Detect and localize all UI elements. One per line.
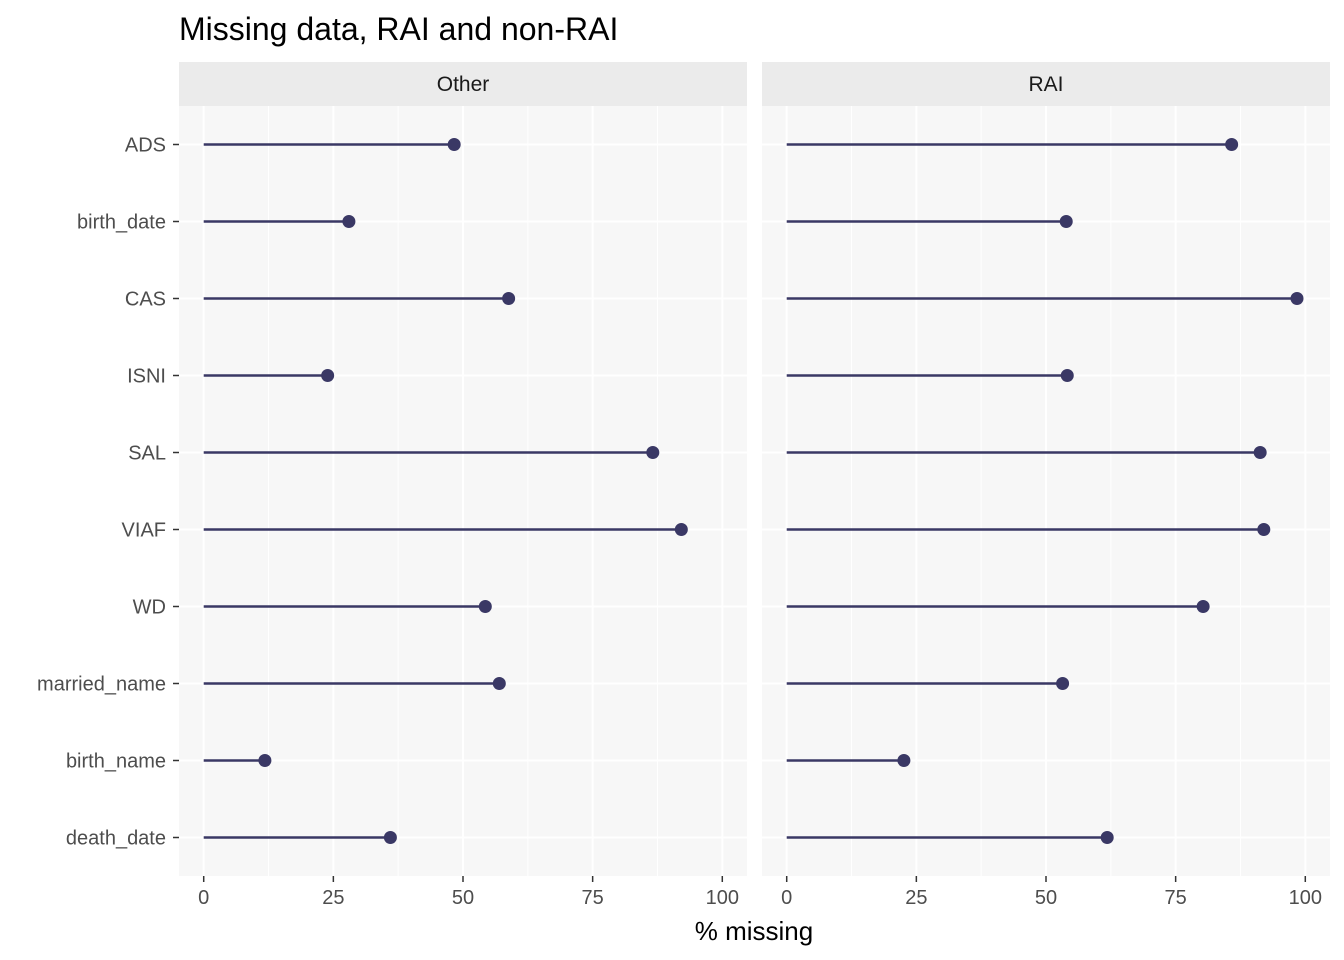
strip-label-rai: RAI: [1028, 73, 1063, 96]
point-rai-viaf: [1257, 523, 1271, 536]
facet-panels: Other 0 25 50 75 100 RAI 0 25 50 75 100: [179, 62, 1330, 909]
point-other-married-name: [492, 677, 506, 690]
point-rai-death-date: [1100, 831, 1114, 844]
y-tick-label-ads: ADS: [125, 135, 166, 157]
x-tick-label: 0: [198, 887, 209, 909]
point-rai-birth-name: [897, 754, 911, 767]
x-tick-label: 25: [905, 887, 927, 909]
panel-rai: RAI 0 25 50 75 100: [762, 62, 1330, 909]
point-other-cas: [502, 292, 516, 305]
y-tick-label-birth-date: birth_date: [77, 212, 166, 234]
point-rai-cas: [1290, 292, 1304, 305]
point-rai-married-name: [1056, 677, 1070, 690]
point-rai-ads: [1225, 138, 1239, 151]
point-other-isni: [321, 369, 335, 382]
y-tick-label-birth-name: birth_name: [66, 751, 166, 773]
y-tick-label-viaf: VIAF: [122, 520, 166, 542]
point-other-death-date: [383, 831, 397, 844]
point-rai-birth-date: [1059, 215, 1073, 228]
x-tick-label: 50: [1035, 887, 1057, 909]
panel-other: Other 0 25 50 75 100: [179, 62, 747, 909]
x-tick-label: 75: [1165, 887, 1187, 909]
x-tick-label: 0: [781, 887, 792, 909]
point-other-viaf: [674, 523, 688, 536]
y-tick-label-wd: WD: [133, 597, 166, 619]
point-other-wd: [478, 600, 492, 613]
x-tick-label: 25: [322, 887, 344, 909]
x-axis-title: % missing: [695, 916, 813, 946]
x-tick-label: 50: [452, 887, 474, 909]
point-other-birth-date: [342, 215, 356, 228]
y-tick-label-married-name: married_name: [37, 674, 166, 696]
x-tick-label: 75: [582, 887, 604, 909]
point-rai-isni: [1060, 369, 1074, 382]
point-rai-sal: [1253, 446, 1267, 459]
strip-rai: [762, 62, 1330, 106]
point-rai-wd: [1196, 600, 1210, 613]
y-tick-label-cas: CAS: [125, 289, 166, 311]
strip-other: [179, 62, 747, 106]
point-other-sal: [646, 446, 660, 459]
point-other-birth-name: [258, 754, 272, 767]
chart-title: Missing data, RAI and non-RAI: [179, 11, 618, 47]
y-tick-label-sal: SAL: [128, 443, 166, 465]
x-tick-label: 100: [1289, 887, 1322, 909]
y-tick-label-death-date: death_date: [66, 828, 166, 850]
y-axis: ADS birth_date CAS ISNI SAL VIAF WD married_nam…: [37, 135, 179, 850]
strip-label-other: Other: [437, 73, 490, 96]
point-other-ads: [447, 138, 461, 151]
x-tick-label: 100: [706, 887, 739, 909]
y-tick-label-isni: ISNI: [127, 366, 166, 388]
